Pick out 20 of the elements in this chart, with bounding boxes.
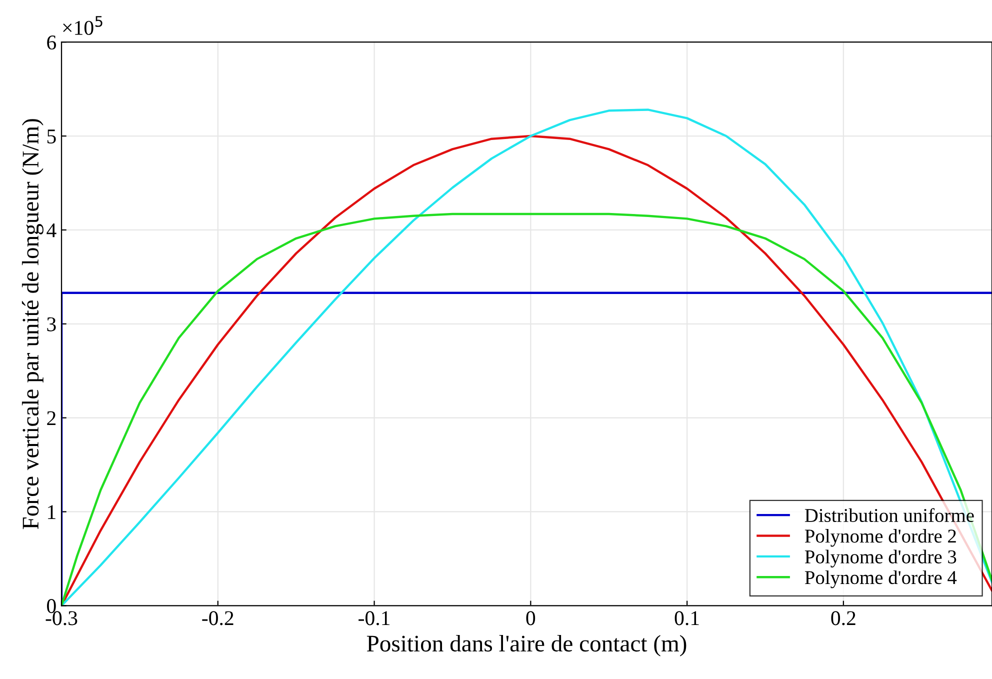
x-tick-label: -0.3 bbox=[46, 611, 78, 626]
y-tick-label: 5 bbox=[47, 130, 56, 144]
y-tick-label: 4 bbox=[46, 223, 56, 238]
y-tick-label: 1 bbox=[48, 505, 56, 519]
y-tick-label: 6 bbox=[47, 36, 56, 50]
x-tick-label: -0.2 bbox=[202, 611, 234, 626]
x-tick-label: 0 bbox=[526, 611, 536, 626]
legend-label: Distribution uniforme bbox=[804, 508, 974, 522]
y-axis-title: Force verticale par unité de longueur (N/m) bbox=[22, 119, 44, 530]
text: ×10$^{5}$ bbox=[63, 16, 102, 35]
legend-label: Polynome d'ordre 4 bbox=[804, 570, 957, 588]
x-tick-label: 0.2 bbox=[831, 611, 856, 626]
y-tick-label: 0 bbox=[47, 599, 56, 614]
y-tick-label: 3 bbox=[47, 317, 56, 332]
x-tick-label: 0.1 bbox=[674, 611, 699, 626]
legend-label: Polynome d'ordre 2 bbox=[804, 529, 956, 547]
legend-label: Polynome d'ordre 3 bbox=[804, 550, 956, 568]
y-tick-label: 2 bbox=[47, 411, 56, 426]
x-tick-label: -0.1 bbox=[358, 611, 390, 626]
x-axis-title: Position dans l'aire de contact (m) bbox=[366, 634, 686, 656]
